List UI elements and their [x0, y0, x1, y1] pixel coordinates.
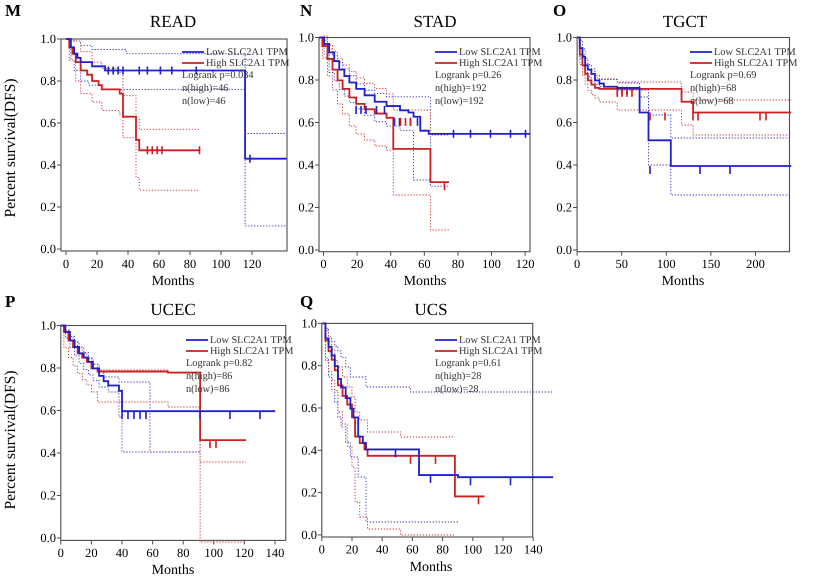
svg-text:20: 20 — [351, 257, 364, 271]
svg-text:n(high)=68: n(high)=68 — [690, 83, 736, 94]
svg-text:0.4: 0.4 — [301, 443, 317, 457]
svg-text:1.0: 1.0 — [556, 31, 572, 45]
svg-text:60: 60 — [146, 546, 159, 560]
svg-text:80: 80 — [436, 543, 449, 557]
svg-text:Low SLC2A1 TPM: Low SLC2A1 TPM — [459, 47, 541, 58]
svg-text:0.8: 0.8 — [298, 73, 314, 87]
svg-text:0.8: 0.8 — [556, 73, 572, 87]
svg-text:0.2: 0.2 — [40, 200, 56, 214]
svg-text:High SLC2A1 TPM: High SLC2A1 TPM — [459, 58, 542, 69]
svg-text:STAD: STAD — [413, 12, 456, 31]
svg-text:100: 100 — [482, 257, 501, 271]
svg-text:Logrank p=0.82: Logrank p=0.82 — [186, 358, 252, 369]
svg-text:Months: Months — [152, 563, 195, 578]
svg-text:0: 0 — [58, 546, 64, 560]
svg-text:Months: Months — [404, 274, 447, 289]
svg-text:140: 140 — [524, 543, 543, 557]
svg-text:READ: READ — [150, 12, 196, 31]
svg-text:Low SLC2A1 TPM: Low SLC2A1 TPM — [459, 335, 541, 346]
svg-text:0.8: 0.8 — [40, 361, 56, 375]
svg-text:0.4: 0.4 — [40, 158, 56, 172]
svg-text:0.2: 0.2 — [301, 486, 317, 500]
svg-text:0.8: 0.8 — [40, 74, 56, 88]
svg-text:0.2: 0.2 — [298, 201, 314, 215]
svg-text:60: 60 — [406, 543, 419, 557]
svg-text:0.2: 0.2 — [556, 201, 572, 215]
svg-text:TGCT: TGCT — [663, 12, 708, 31]
svg-text:120: 120 — [243, 257, 262, 271]
svg-text:0.6: 0.6 — [556, 116, 572, 130]
svg-text:0: 0 — [320, 257, 326, 271]
svg-text:0: 0 — [63, 257, 69, 271]
svg-text:0: 0 — [574, 257, 580, 271]
svg-text:0.6: 0.6 — [298, 116, 314, 130]
svg-text:Percent survival(DFS): Percent survival(DFS) — [2, 78, 19, 217]
svg-text:120: 120 — [516, 257, 535, 271]
svg-text:0.0: 0.0 — [40, 242, 56, 256]
svg-text:High SLC2A1 TPM: High SLC2A1 TPM — [714, 58, 797, 69]
svg-text:n(low)=28: n(low)=28 — [435, 384, 479, 395]
svg-text:80: 80 — [177, 546, 190, 560]
svg-text:0.0: 0.0 — [301, 528, 317, 542]
svg-text:Low SLC2A1 TPM: Low SLC2A1 TPM — [714, 47, 796, 58]
svg-text:40: 40 — [116, 546, 129, 560]
svg-text:Months: Months — [152, 274, 195, 289]
svg-text:100: 100 — [204, 546, 223, 560]
svg-text:80: 80 — [452, 257, 465, 271]
svg-text:0.6: 0.6 — [40, 404, 56, 418]
svg-text:100: 100 — [463, 543, 482, 557]
svg-text:Percent survival(DFS): Percent survival(DFS) — [2, 370, 19, 509]
svg-text:1.0: 1.0 — [298, 31, 314, 45]
svg-text:150: 150 — [702, 257, 721, 271]
svg-text:0.4: 0.4 — [298, 158, 314, 172]
svg-text:Logrank p=0.034: Logrank p=0.034 — [182, 70, 254, 81]
svg-text:20: 20 — [91, 257, 104, 271]
svg-text:40: 40 — [376, 543, 389, 557]
svg-text:Logrank p=0.69: Logrank p=0.69 — [690, 70, 756, 81]
svg-text:50: 50 — [615, 257, 628, 271]
svg-text:100: 100 — [657, 257, 676, 271]
svg-text:0.6: 0.6 — [301, 401, 317, 415]
svg-text:1.0: 1.0 — [40, 32, 56, 46]
svg-text:0.0: 0.0 — [298, 243, 314, 257]
svg-text:0: 0 — [319, 543, 325, 557]
svg-text:0.8: 0.8 — [301, 359, 317, 373]
svg-text:n(high)=86: n(high)=86 — [186, 371, 232, 382]
svg-text:UCEC: UCEC — [150, 300, 195, 319]
svg-text:200: 200 — [746, 257, 765, 271]
svg-text:60: 60 — [418, 257, 431, 271]
svg-text:n(low)=192: n(low)=192 — [435, 96, 484, 107]
svg-text:n(high)=46: n(high)=46 — [182, 83, 228, 94]
svg-text:Logrank p=0.61: Logrank p=0.61 — [435, 358, 501, 369]
svg-text:0.0: 0.0 — [40, 531, 56, 545]
svg-text:0.4: 0.4 — [556, 158, 572, 172]
svg-text:100: 100 — [212, 257, 231, 271]
svg-text:Months: Months — [662, 274, 705, 289]
svg-text:120: 120 — [235, 546, 254, 560]
svg-text:40: 40 — [122, 257, 135, 271]
svg-text:80: 80 — [184, 257, 197, 271]
svg-text:0.4: 0.4 — [40, 446, 56, 460]
svg-text:n(high)=28: n(high)=28 — [435, 371, 481, 382]
svg-text:0.6: 0.6 — [40, 116, 56, 130]
svg-text:n(high)=192: n(high)=192 — [435, 83, 487, 94]
svg-text:20: 20 — [85, 546, 98, 560]
svg-text:1.0: 1.0 — [40, 319, 56, 333]
svg-text:n(low)=86: n(low)=86 — [186, 384, 230, 395]
svg-text:1.0: 1.0 — [301, 316, 317, 330]
svg-text:High SLC2A1 TPM: High SLC2A1 TPM — [459, 346, 542, 357]
svg-text:0.0: 0.0 — [556, 243, 572, 257]
svg-text:20: 20 — [346, 543, 359, 557]
svg-text:n(low)=68: n(low)=68 — [690, 96, 734, 107]
svg-text:120: 120 — [494, 543, 513, 557]
svg-text:n(low)=46: n(low)=46 — [182, 96, 226, 107]
svg-text:60: 60 — [153, 257, 166, 271]
svg-text:Logrank p=0.26: Logrank p=0.26 — [435, 70, 501, 81]
svg-text:0.2: 0.2 — [40, 489, 56, 503]
svg-text:40: 40 — [384, 257, 397, 271]
svg-text:UCS: UCS — [414, 300, 447, 319]
svg-text:Months: Months — [410, 560, 453, 575]
